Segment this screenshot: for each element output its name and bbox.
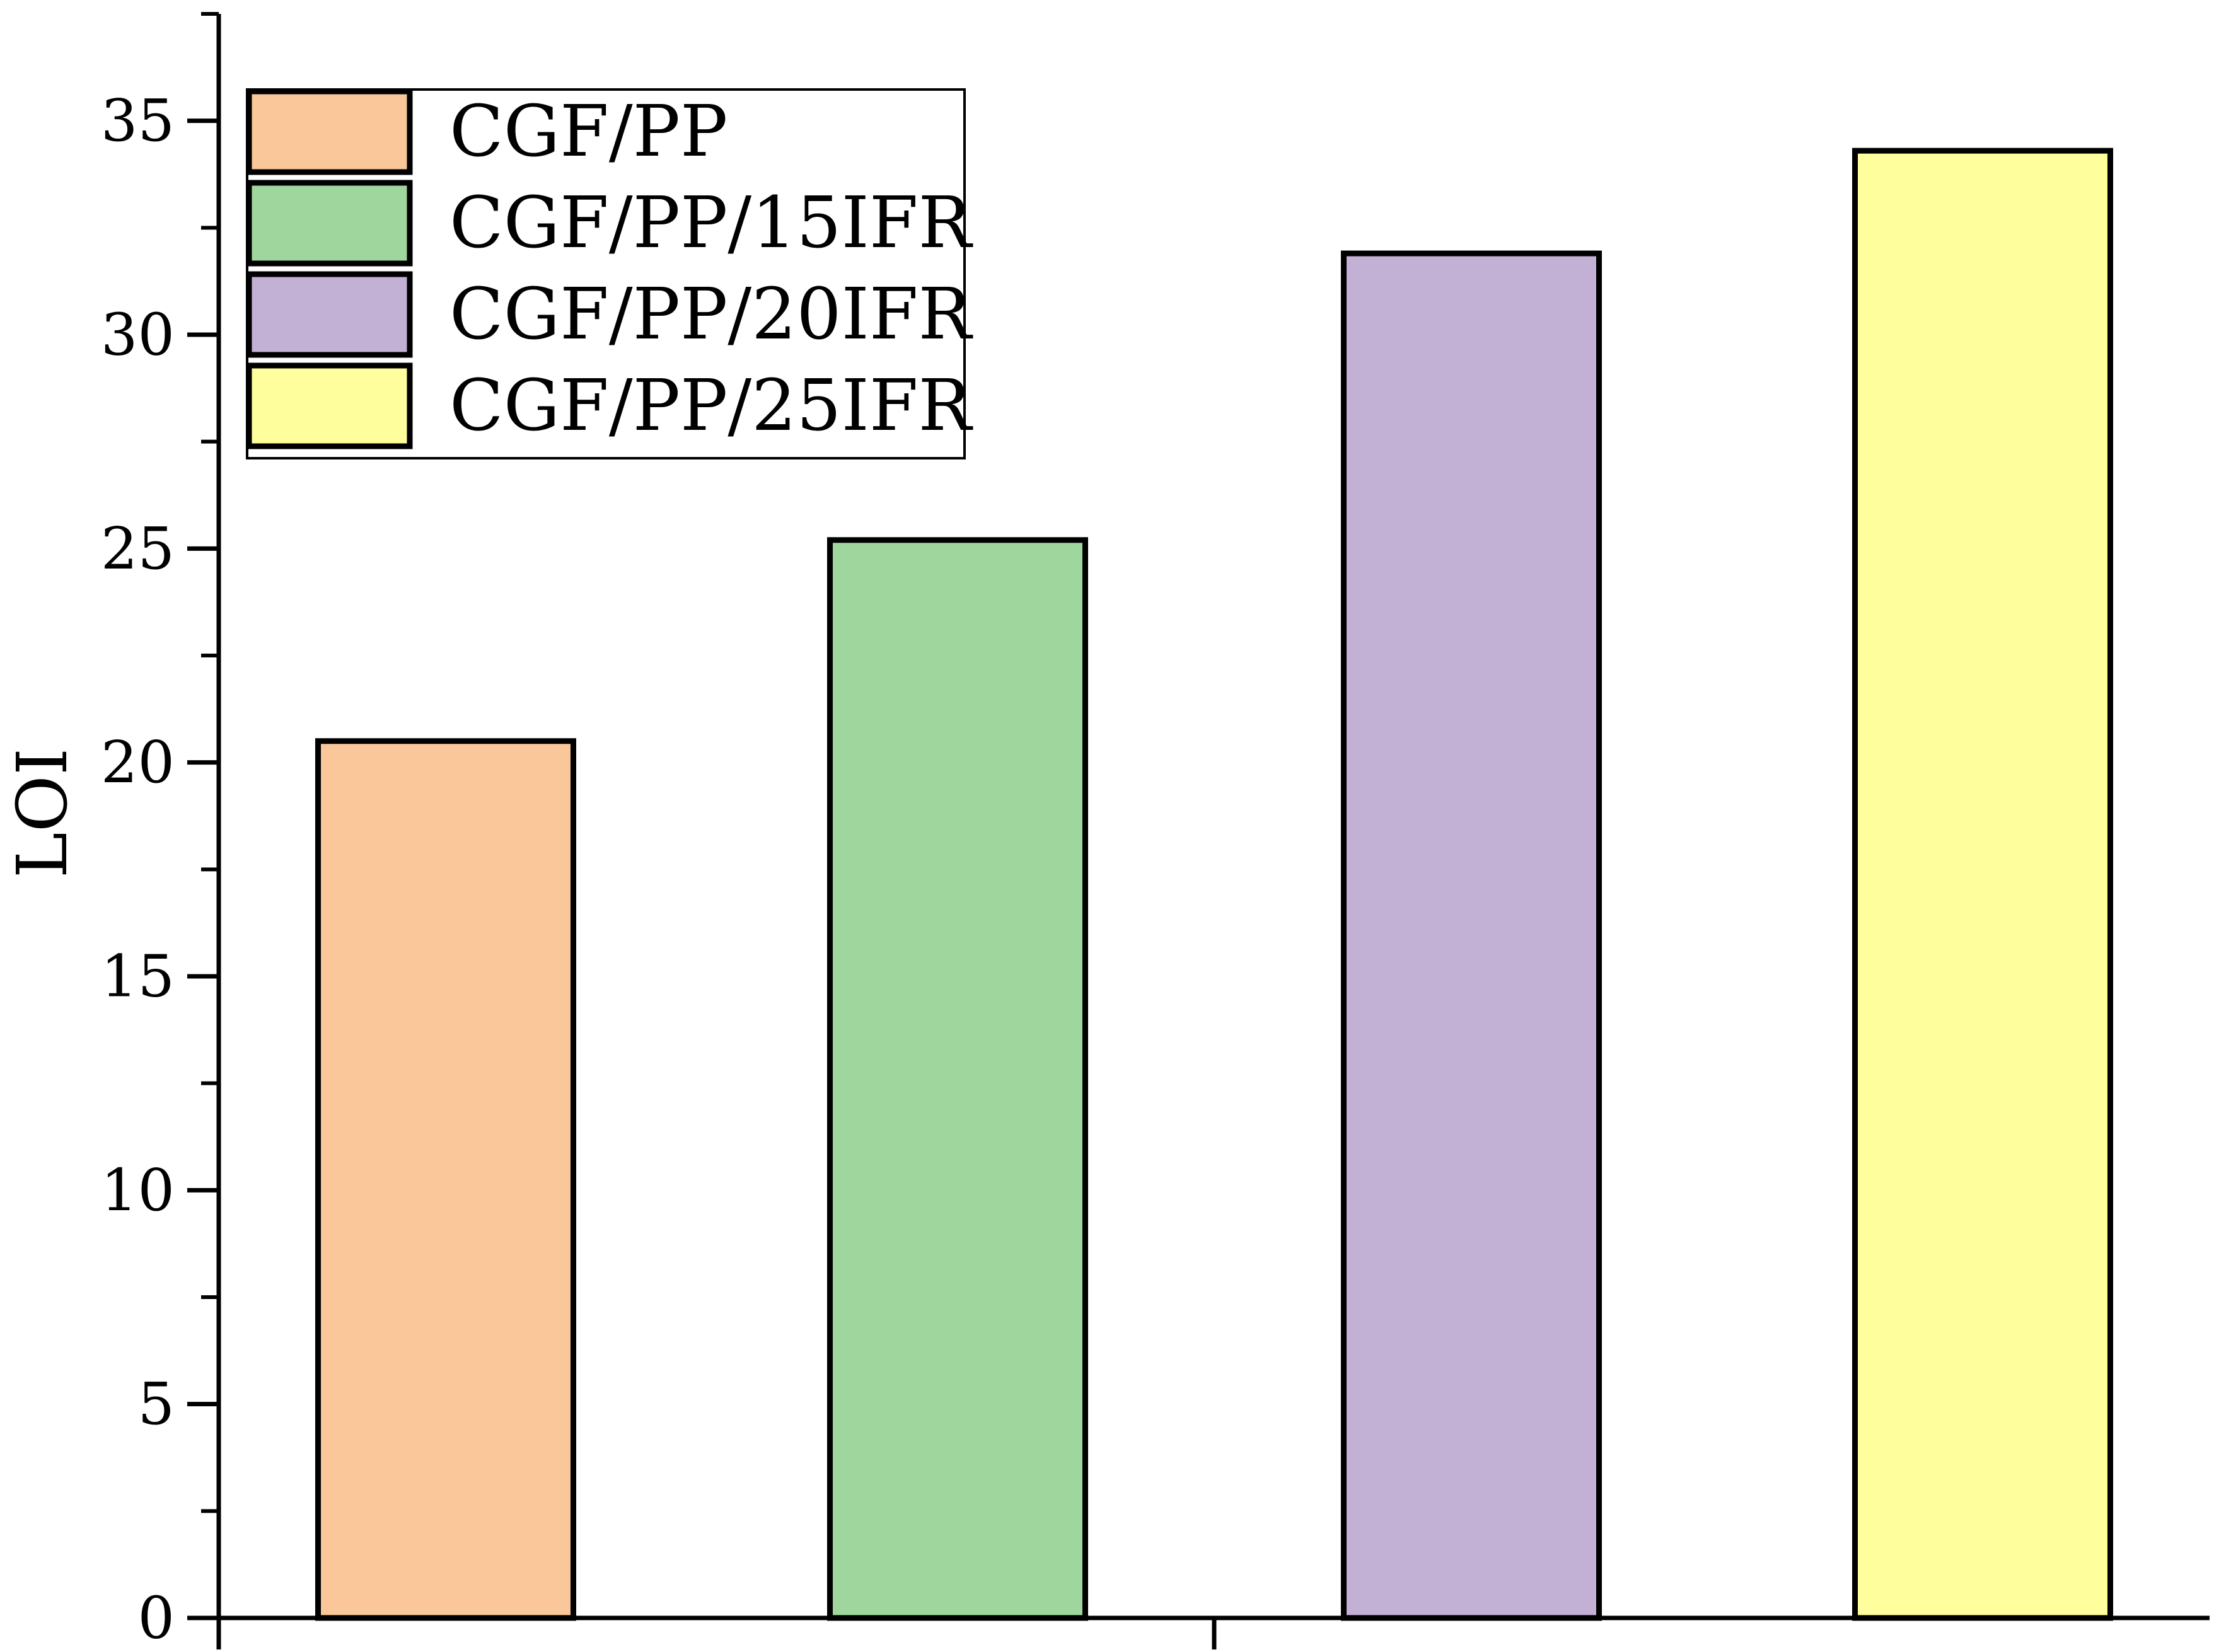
bar-cgf-pp-15ifr (827, 537, 1088, 1621)
legend-swatch-0 (246, 88, 413, 175)
legend-label-0: CGF/PP (449, 91, 727, 173)
bar-cgf-pp-25ifr (1852, 147, 2113, 1621)
legend-swatch-3 (246, 362, 413, 449)
axes-layer: 0 5 10 15 20 25 30 35 LOI (2, 12, 2210, 1652)
legend-label-2: CGF/PP/20IFR (449, 274, 974, 355)
legend-label-3: CGF/PP/25IFR (449, 365, 974, 447)
bar-cgf-pp-20ifr (1341, 250, 1602, 1621)
y-tick-label-35: 35 (101, 87, 175, 154)
legend: CGF/PP CGF/PP/15IFR CGF/PP/20IFR CGF/PP/25I… (246, 88, 974, 459)
y-tick-label-25: 25 (101, 515, 175, 582)
y-tick-label-5: 5 (137, 1370, 175, 1438)
y-tick-label-20: 20 (101, 729, 175, 796)
y-tick-label-10: 10 (101, 1157, 175, 1224)
bars-layer (315, 147, 2113, 1621)
y-tick-label-15: 15 (101, 943, 175, 1010)
legend-swatch-1 (246, 180, 413, 267)
legend-label-1: CGF/PP/15IFR (449, 182, 974, 264)
y-tick-label-0: 0 (137, 1585, 175, 1652)
legend-swatch-2 (246, 271, 413, 358)
y-tick-label-30: 30 (101, 301, 175, 369)
y-axis-title: LOI (2, 748, 83, 879)
bar-cgf-pp (315, 738, 576, 1621)
